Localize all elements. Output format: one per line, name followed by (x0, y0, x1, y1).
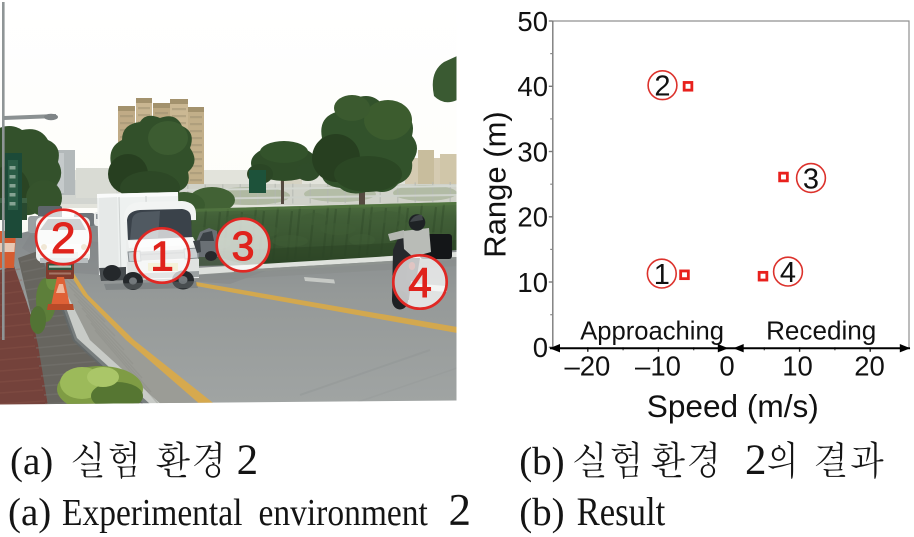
svg-text:4: 4 (780, 257, 796, 289)
svg-text:1: 1 (654, 259, 670, 291)
svg-text:Approaching: Approaching (580, 318, 724, 346)
svg-text:2: 2 (51, 214, 75, 263)
svg-text:Result: Result (577, 491, 666, 535)
svg-text:(b): (b) (519, 491, 564, 534)
svg-text:10: 10 (782, 350, 813, 381)
svg-text:3: 3 (232, 223, 255, 269)
svg-text:3: 3 (803, 163, 819, 195)
svg-text:2: 2 (449, 485, 472, 535)
svg-text:40: 40 (517, 71, 548, 102)
svg-text:Receding: Receding (766, 316, 876, 346)
svg-text:–20: –20 (564, 350, 610, 381)
svg-text:–10: –10 (635, 350, 681, 381)
svg-text:2: 2 (745, 437, 767, 484)
svg-text:2: 2 (654, 71, 670, 103)
svg-text:4: 4 (408, 259, 431, 306)
svg-text:(b): (b) (519, 440, 564, 483)
svg-text:Speed (m/s): Speed (m/s) (647, 388, 819, 424)
svg-text:Experimental: Experimental (62, 491, 242, 534)
svg-text:10: 10 (517, 267, 548, 298)
svg-text:(a): (a) (10, 440, 53, 483)
svg-text:environment: environment (259, 491, 428, 534)
svg-text:20: 20 (854, 350, 885, 381)
svg-text:(a): (a) (8, 491, 51, 534)
svg-text:20: 20 (517, 202, 548, 233)
svg-text:2: 2 (237, 437, 259, 484)
svg-text:50: 50 (517, 6, 548, 37)
svg-text:0: 0 (719, 350, 734, 381)
svg-text:0: 0 (533, 332, 548, 363)
svg-text:Range (m): Range (m) (478, 111, 513, 257)
svg-text:1: 1 (150, 233, 173, 280)
svg-text:30: 30 (517, 136, 548, 167)
